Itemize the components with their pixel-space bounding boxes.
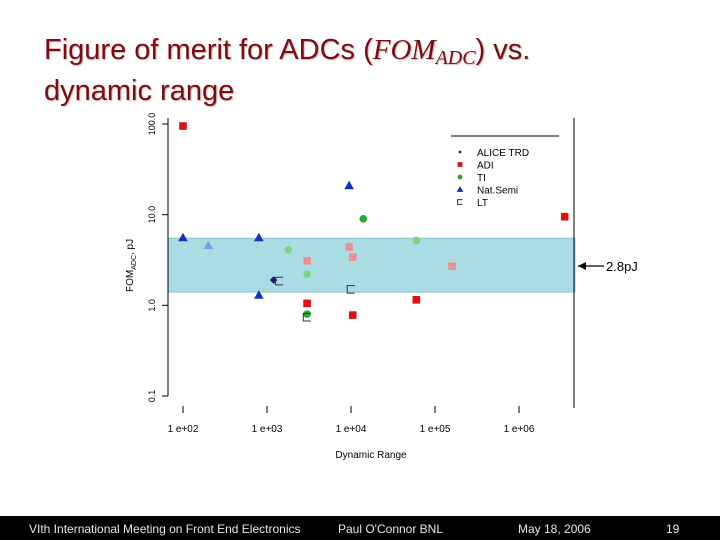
nat-semi-point <box>254 232 264 242</box>
footer-meeting: VIth International Meeting on Front End … <box>29 522 301 536</box>
ti-light-point <box>284 245 293 254</box>
x-tick-label: 1 e+02 <box>168 424 199 435</box>
adi-light-point <box>448 262 456 271</box>
y-tick-label: 1.0 <box>147 299 157 312</box>
legend-marker-nat-semi <box>456 186 464 192</box>
ti-light-point <box>303 270 311 279</box>
y-tick-label: 10.0 <box>147 206 157 224</box>
nat-semi-point <box>344 180 354 190</box>
footer-date: May 18, 2006 <box>518 522 591 536</box>
x-tick-label: 1 e+05 <box>420 424 451 435</box>
title-part1: Figure of merit for ADCs ( <box>44 34 373 66</box>
x-tick-label: 1 e+04 <box>336 424 367 435</box>
title-part2: ) vs. <box>475 34 531 66</box>
reference-band <box>167 237 576 293</box>
legend-label-adi: ADI <box>477 161 494 172</box>
legend-label-lt: LT <box>477 198 488 209</box>
y-axis-label-main: FOM <box>125 270 136 292</box>
lt-point <box>274 276 284 286</box>
legend-marker-adi <box>457 162 463 167</box>
adi-point <box>412 296 421 304</box>
legend-label-alice-trd: ALICE TRD <box>477 148 529 159</box>
title-line2: dynamic range <box>44 75 235 107</box>
slide-title: Figure of merit for ADCs (FOMADC) vs. dy… <box>44 34 684 108</box>
x-tick-label: 1 e+03 <box>252 424 283 435</box>
legend-marker-ti <box>457 174 463 180</box>
footer-bar <box>0 516 720 540</box>
y-tick-label: 0.1 <box>147 390 157 403</box>
legend-marker-alice-trd <box>458 150 462 154</box>
lt-point <box>302 312 311 322</box>
ti-point <box>303 310 311 318</box>
adi-light-point <box>345 243 353 251</box>
y-tick-label: 100.0 <box>147 113 157 136</box>
y-axis-label: FOMADC, pJ <box>125 239 138 292</box>
y-axis-label-unit: , pJ <box>125 239 136 255</box>
nat-semi-point <box>178 232 188 242</box>
adi-point <box>348 311 357 319</box>
annotation-arrowhead <box>578 262 586 270</box>
title-fom-subscript: ADC <box>435 47 476 69</box>
adi-point <box>179 122 187 130</box>
annotation-2-8pj: 2.8pJ <box>606 259 638 274</box>
nat-semi-light-point <box>203 240 214 250</box>
legend-label-nat-semi: Nat.Semi <box>477 186 518 197</box>
adi-point <box>303 299 311 308</box>
footer-author: Paul O'Connor BNL <box>338 522 444 536</box>
ti-point <box>359 215 368 223</box>
ti-light-point <box>412 236 421 245</box>
nat-semi-point <box>254 290 264 299</box>
alice-trd-point <box>269 276 278 284</box>
adi-light-point <box>348 253 357 261</box>
legend-label-ti: TI <box>477 173 486 184</box>
adi-light-point <box>303 256 311 265</box>
legend-marker-lt <box>457 199 463 205</box>
x-tick-label: 1 e+06 <box>504 424 535 435</box>
lt-point <box>346 285 355 294</box>
x-axis-label: Dynamic Range <box>335 450 407 461</box>
title-fom: FOM <box>372 34 436 66</box>
y-axis-label-sub: ADC <box>131 255 138 270</box>
footer-page-number: 19 <box>666 522 680 536</box>
adi-point <box>560 212 569 221</box>
